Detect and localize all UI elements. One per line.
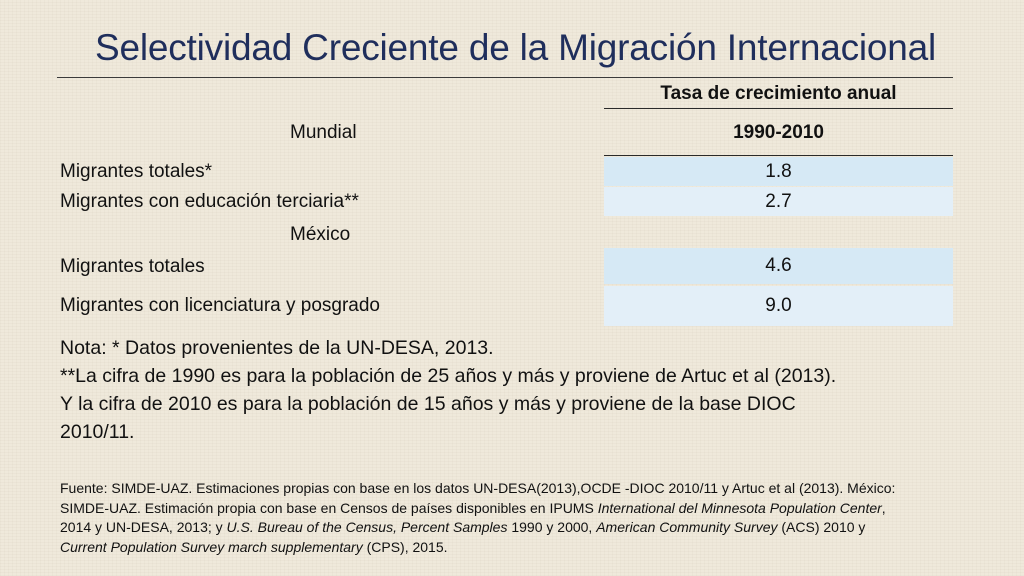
section-label-mexico: México (290, 224, 351, 245)
row-label-mexico-graduate: Migrantes con licenciatura y posgrado (60, 295, 381, 316)
row-value-mexico-graduate: 9.0 (604, 286, 953, 326)
source-line: SIMDE-UAZ. Estimación propia con base en… (60, 499, 1000, 519)
source-text: Fuente: SIMDE-UAZ. Estimaciones propias … (60, 480, 896, 496)
source-line: Current Population Survey march suppleme… (60, 538, 1000, 558)
source-italic-text: U.S. Bureau of the Census, Percent Sampl… (226, 519, 508, 535)
section-label-world: Mundial (290, 122, 357, 143)
source-italic-text: International del Minnesota Population C… (597, 499, 882, 516)
source-text: , (881, 499, 886, 516)
source-text: (ACS) 2010 y (777, 519, 866, 535)
source-text: (CPS), 2015. (362, 538, 448, 555)
note-line: **La cifra de 1990 es para la población … (60, 365, 837, 387)
source-line: 2014 y UN-DESA, 2013; y U.S. Bureau of t… (60, 518, 1000, 538)
row-label-mexico-total: Migrantes totales (60, 256, 205, 277)
table-header-period: 1990-2010 (733, 122, 824, 143)
note-line: Nota: * Datos provenientes de la UN-DESA… (60, 337, 494, 359)
note-line: Y la cifra de 2010 es para la población … (60, 393, 796, 415)
source-line: Fuente: SIMDE-UAZ. Estimaciones propias … (60, 479, 1000, 499)
source-text: 2014 y UN-DESA, 2013; y (60, 519, 227, 535)
notes-block: Nota: * Datos provenientes de la UN-DESA… (60, 334, 970, 446)
row-value-mexico-total: 4.6 (604, 248, 953, 284)
note-line: 2010/11. (60, 421, 135, 443)
row-value-world-tertiary: 2.7 (604, 187, 953, 216)
row-label-world-total: Migrantes totales* (60, 161, 213, 182)
title-divider (57, 77, 953, 78)
row-label-world-tertiary: Migrantes con educación terciaria** (60, 191, 359, 212)
source-italic-text: Current Population Survey march suppleme… (60, 538, 363, 555)
source-text: 1990 y 2000, (507, 519, 597, 535)
header-rule-bottom (604, 155, 953, 156)
source-italic-text: American Community Survey (596, 519, 778, 535)
row-value-world-total: 1.8 (604, 157, 953, 186)
table-header-growth-rate: Tasa de crecimiento anual (660, 83, 897, 104)
source-text: SIMDE-UAZ. Estimación propia con base en… (60, 499, 598, 516)
header-rule-top (604, 108, 953, 109)
slide-title: Selectividad Creciente de la Migración I… (95, 27, 937, 68)
source-block: Fuente: SIMDE-UAZ. Estimaciones propias … (60, 479, 1000, 557)
